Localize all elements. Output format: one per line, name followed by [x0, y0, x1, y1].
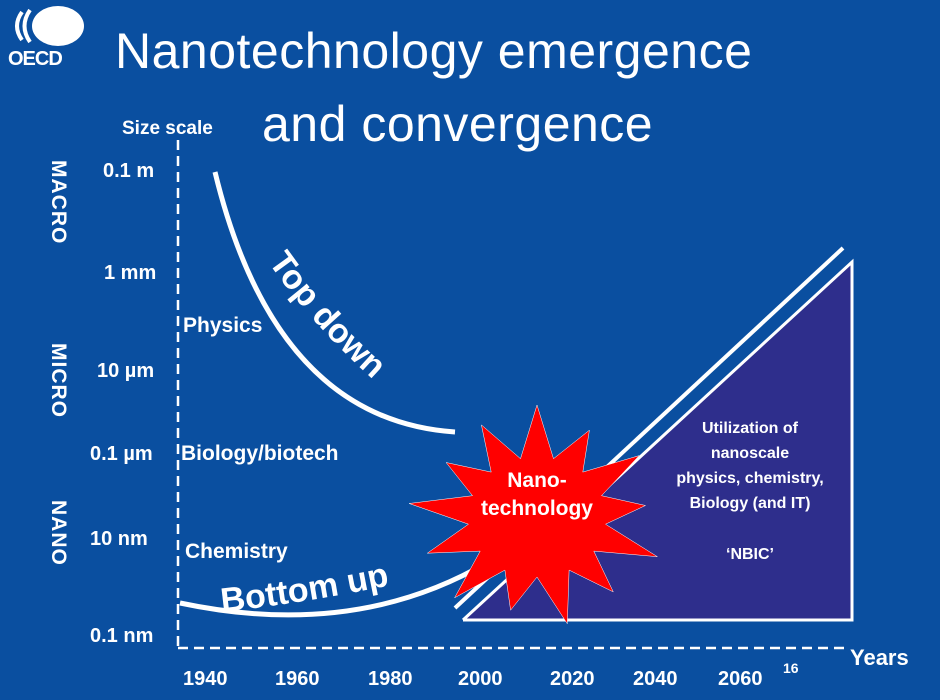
top-down-curve: [212, 171, 456, 435]
page-number: 16: [783, 660, 799, 676]
x-tick-2040: 2040: [633, 668, 678, 690]
nbic-triangle-border: [461, 258, 854, 622]
x-tick-2020: 2020: [550, 668, 595, 690]
logo-text: OECD: [8, 48, 63, 70]
nbic-label: ‘NBIC’: [726, 546, 774, 563]
x-tick-2060: 2060: [718, 668, 763, 690]
region-micro: MICRO: [47, 343, 70, 418]
y-tick-1mm: 1 mm: [104, 262, 157, 284]
field-physics: Physics: [183, 314, 263, 337]
region-macro: MACRO: [47, 160, 70, 245]
y-tick-10nm: 10 nm: [90, 528, 148, 550]
y-tick-0-1m: 0.1 m: [103, 160, 155, 182]
title-line2: and convergence: [262, 96, 654, 152]
x-tick-1940: 1940: [183, 668, 228, 690]
region-nano: NANO: [47, 500, 70, 566]
x-tick-1980: 1980: [368, 668, 413, 690]
triangle-description: Utilization of nanoscale physics, chemistr…: [676, 420, 824, 512]
top-down-label: Top down: [261, 244, 393, 385]
x-axis-title: Years: [850, 645, 909, 670]
field-biology: Biology/biotech: [181, 442, 339, 465]
nanotechnology-label: Nano-technology: [480, 469, 593, 520]
y-tick-0-1nm: 0.1 nm: [90, 625, 154, 647]
title-line1: Nanotechnology emergence: [115, 23, 753, 79]
x-tick-2000: 2000: [458, 668, 503, 690]
y-axis-title: Size scale: [122, 118, 213, 139]
x-tick-1960: 1960: [275, 668, 320, 690]
oecd-logo-icon: [15, 6, 84, 46]
bottom-up-curve: [179, 559, 490, 618]
field-chemistry: Chemistry: [185, 540, 288, 563]
nanotechnology-burst: [409, 404, 658, 625]
y-tick-0-1um: 0.1 µm: [90, 443, 153, 465]
y-tick-10um: 10 µm: [97, 360, 155, 382]
